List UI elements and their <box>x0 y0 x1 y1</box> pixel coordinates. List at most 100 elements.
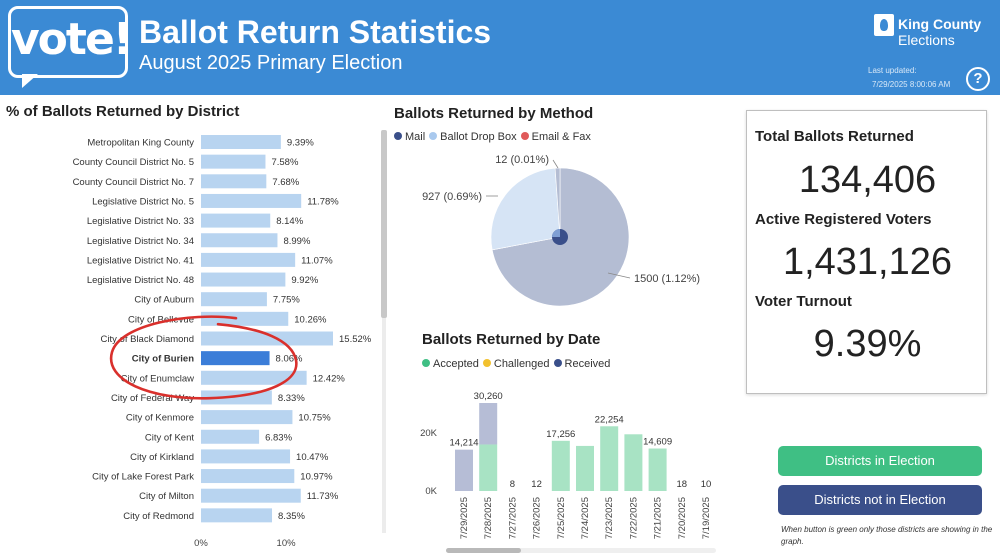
date-scrollbar[interactable] <box>446 548 521 553</box>
districts-in-election-button[interactable]: Districts in Election <box>778 446 982 476</box>
district-bar-chart: Metropolitan King County 9.39% County Coun… <box>73 135 372 549</box>
district-value-label: 8.99% <box>283 236 310 247</box>
date-tick-label: 7/21/2025 <box>653 497 664 539</box>
district-bar <box>201 331 333 346</box>
district-value-label: 10.97% <box>300 472 333 483</box>
district-bar <box>201 213 271 228</box>
registered-voters-label: Active Registered Voters <box>755 211 932 228</box>
method-legend-item[interactable]: Email & Fax <box>520 131 591 143</box>
date-legend-item[interactable]: Received <box>553 358 610 370</box>
date-bar-segment <box>624 434 643 491</box>
voter-turnout-value: 9.39% <box>813 323 922 365</box>
date-tick-label: 7/20/2025 <box>677 497 688 539</box>
date-legend-item[interactable]: Accepted <box>422 358 479 370</box>
district-bar <box>201 154 266 169</box>
district-value-label: 9.39% <box>287 138 314 149</box>
header-banner: vote! Ballot Return Statistics August 20… <box>0 0 1000 95</box>
pie-data-label: 1500 (1.12%) <box>634 273 700 285</box>
date-bar-segment <box>551 440 570 491</box>
district-value-label: 11.78% <box>307 196 339 207</box>
date-value-label: 10 <box>701 479 712 490</box>
pie-data-label: 12 (0.01%) <box>495 154 549 166</box>
legend-dot-icon <box>553 359 562 367</box>
legend-dot-icon <box>394 132 402 140</box>
district-bar <box>201 272 286 287</box>
district-label: City of Kent <box>145 432 194 443</box>
legend-dot-icon <box>422 359 430 367</box>
page-subtitle: August 2025 Primary Election <box>139 52 403 74</box>
district-scrollbar[interactable] <box>381 130 387 318</box>
district-value-label: 15.52% <box>339 334 372 345</box>
date-tick-label: 7/29/2025 <box>459 497 470 539</box>
date-chart-title: Ballots Returned by Date <box>422 331 601 348</box>
date-bar-segment <box>648 448 667 491</box>
district-value-label: 7.68% <box>272 177 299 188</box>
district-label: County Council District No. 5 <box>73 157 194 168</box>
method-legend-item[interactable]: Mail <box>394 131 425 143</box>
district-label: Legislative District No. 48 <box>87 275 194 286</box>
date-bar-segment <box>479 444 498 491</box>
district-bar <box>201 449 291 464</box>
date-tick-label: 7/23/2025 <box>604 497 615 539</box>
registered-voters-value: 1,431,126 <box>782 241 953 283</box>
help-button[interactable]: ? <box>966 67 990 91</box>
method-legend-item[interactable]: Ballot Drop Box <box>429 131 517 143</box>
method-legend-label: Email & Fax <box>531 131 591 143</box>
date-legend-label: Challenged <box>493 358 550 370</box>
district-value-label: 8.35% <box>278 511 305 522</box>
pie-data-label: 927 (0.69%) <box>422 191 482 203</box>
vote-logo-tail <box>22 74 38 88</box>
total-ballots-label: Total Ballots Returned <box>755 128 914 145</box>
date-value-label: 17,256 <box>546 429 575 440</box>
district-bar <box>201 351 270 366</box>
king-county-mark-icon <box>874 14 894 36</box>
district-label: City of Redmond <box>123 511 194 522</box>
district-value-label: 11.07% <box>301 255 333 266</box>
brand-line1: King County <box>898 16 982 32</box>
brand-line2: Elections <box>898 32 955 48</box>
district-label: County Council District No. 7 <box>73 177 194 188</box>
district-scroll-track <box>382 318 386 533</box>
district-value-label: 7.75% <box>273 295 300 306</box>
date-value-label: 14,214 <box>449 438 478 449</box>
page-title: Ballot Return Statistics <box>139 14 492 50</box>
date-tick-label: 7/25/2025 <box>556 497 567 539</box>
date-tick-label: 7/22/2025 <box>628 497 639 539</box>
date-bar-chart: 0K 20K 14,214 7/29/2025 30,260 7/28/2025 8 7/27… <box>420 391 712 539</box>
district-label: Metropolitan King County <box>87 138 194 149</box>
district-value-label: 11.73% <box>307 491 339 502</box>
district-label: City of Federal Way <box>111 393 194 404</box>
district-label: City of Auburn <box>134 295 194 306</box>
district-bar <box>201 233 278 248</box>
district-bar <box>201 370 307 385</box>
red-circle-annotation <box>109 315 298 400</box>
district-bar <box>201 252 296 267</box>
date-legend-item[interactable]: Challenged <box>482 358 550 370</box>
district-value-label: 7.58% <box>271 157 298 168</box>
pie-leader-line <box>552 159 559 169</box>
district-value-label: 8.14% <box>276 216 303 227</box>
districts-not-in-election-button[interactable]: Districts not in Election <box>778 485 982 515</box>
district-label: City of Black Diamond <box>101 334 194 345</box>
district-chart-title: % of Ballots Returned by District <box>6 103 240 120</box>
x-tick-label: 0% <box>194 538 208 549</box>
filter-note: When button is green only those district… <box>781 525 993 546</box>
date-bar-segment <box>600 426 619 491</box>
method-legend: Mail Ballot Drop Box Email & Fax <box>394 131 595 143</box>
method-legend-label: Mail <box>405 131 426 143</box>
date-tick-label: 7/26/2025 <box>532 497 543 539</box>
district-value-label: 6.83% <box>265 432 292 443</box>
district-value-label: 8.06% <box>276 354 303 365</box>
district-value-label: 8.33% <box>278 393 305 404</box>
district-bar <box>201 429 260 444</box>
district-label: Legislative District No. 5 <box>92 196 194 207</box>
last-updated-label: Last updated: <box>868 66 917 75</box>
date-scroll-track <box>446 548 716 553</box>
legend-dot-icon <box>429 132 438 140</box>
date-tick-label: 7/24/2025 <box>580 497 591 539</box>
date-value-label: 12 <box>531 479 542 490</box>
district-label: Legislative District No. 34 <box>87 236 194 247</box>
district-label: Legislative District No. 41 <box>87 255 194 266</box>
voter-turnout-label: Voter Turnout <box>755 293 852 310</box>
